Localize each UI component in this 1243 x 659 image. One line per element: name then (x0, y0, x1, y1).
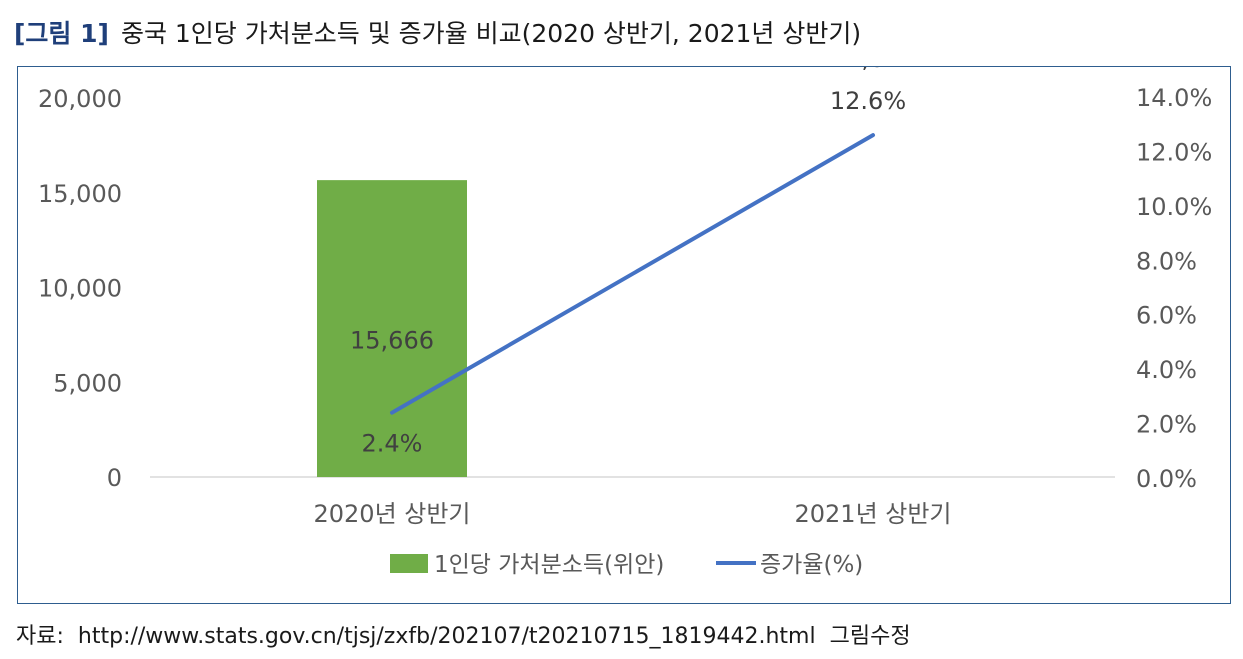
bar-data-label: 17,642 (831, 67, 915, 73)
y-left-tick-label: 15,000 (38, 180, 122, 208)
source-remark: 그림수정 (829, 624, 911, 649)
y-left-tick-label: 10,000 (38, 275, 122, 303)
y-right-tick-label: 0.0% (1136, 465, 1197, 493)
y-left-tick-label: 20,000 (38, 85, 122, 113)
y-left-tick-label: 0 (107, 464, 122, 492)
y-right-tick-label: 10.0% (1136, 193, 1212, 221)
x-tick-label: 2020년 상반기 (313, 500, 470, 528)
legend-line-label: 증가율(%) (760, 552, 863, 578)
combo-chart: 0 5,000 10,000 15,000 20,000 0.0% 2.0% 4.0% 6.0%… (38, 67, 1212, 578)
source-note: 자료: http://www.stats.gov.cn/tjsj/zxfb/202… (16, 618, 925, 650)
y-right-tick-label: 8.0% (1136, 247, 1197, 275)
source-url: http://www.stats.gov.cn/tjsj/zxfb/202107… (77, 624, 816, 649)
y-right-tick-label: 6.0% (1136, 302, 1197, 330)
line-data-label: 12.6% (830, 87, 906, 115)
y-right-tick-label: 14.0% (1136, 84, 1212, 112)
legend-bar-label: 1인당 가처분소득(위안) (434, 552, 664, 578)
x-tick-label: 2021년 상반기 (794, 500, 951, 528)
y-left-tick-label: 5,000 (53, 369, 122, 397)
figure-label: [그림 1] (14, 19, 109, 48)
bar-data-label: 15,666 (350, 327, 434, 355)
figure-title-text: 중국 1인당 가처분소득 및 증가율 비교(2020 상반기, 2021년 상반… (120, 19, 862, 48)
y-right-tick-label: 2.0% (1136, 411, 1197, 439)
bar (317, 180, 467, 477)
figure-title: [그림 1] 중국 1인당 가처분소득 및 증가율 비교(2020 상반기, 20… (14, 14, 861, 50)
legend-bar-swatch (390, 554, 428, 573)
line-series (390, 133, 875, 415)
y-right-tick-label: 12.0% (1136, 138, 1212, 166)
y-right-tick-label: 4.0% (1136, 356, 1197, 384)
source-label: 자료: (16, 624, 64, 649)
chart-container: 0 5,000 10,000 15,000 20,000 0.0% 2.0% 4.0% 6.0%… (17, 66, 1231, 604)
line-data-label: 2.4% (362, 430, 423, 458)
